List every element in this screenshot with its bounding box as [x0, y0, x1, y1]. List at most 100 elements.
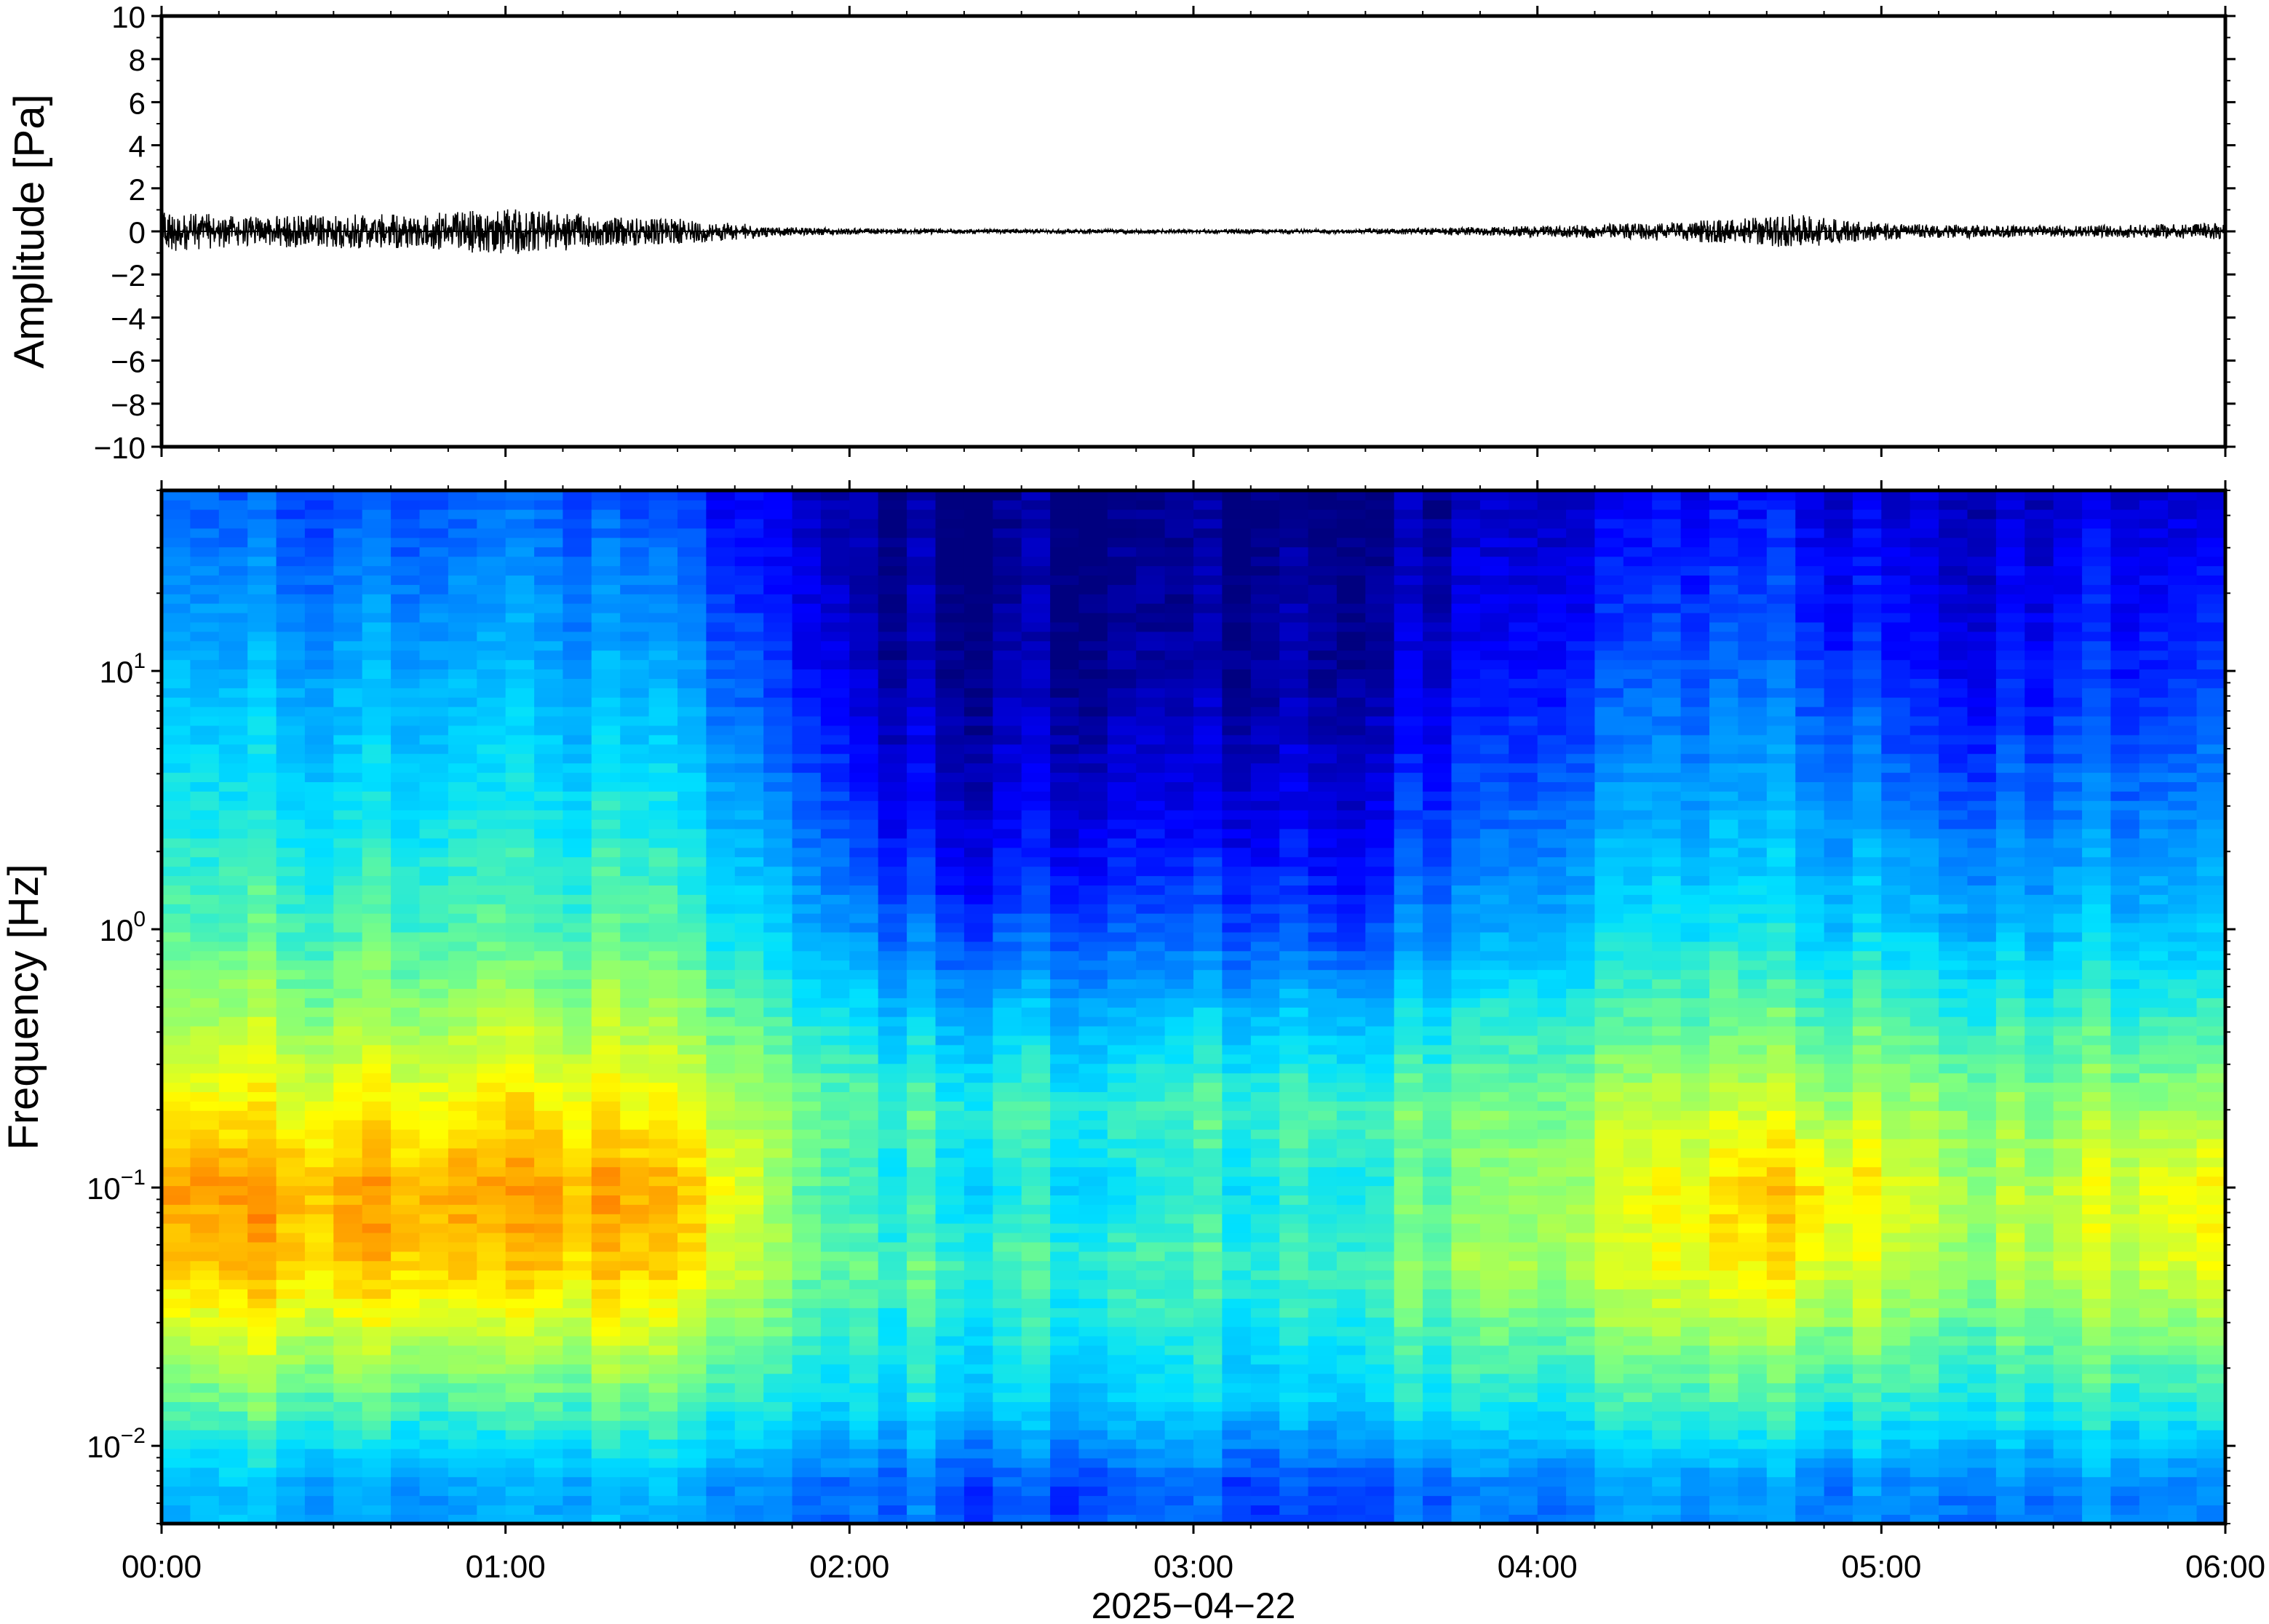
spectrogram-cell	[1164, 565, 1194, 576]
spectrogram-cell	[276, 809, 306, 820]
spectrogram-cell	[1107, 1054, 1137, 1064]
spectrogram-cell	[792, 1101, 822, 1111]
spectrogram-cell	[1336, 1467, 1367, 1478]
spectrogram-cell	[1279, 875, 1309, 885]
spectrogram-cell	[993, 1214, 1022, 1224]
spectrogram-cell	[620, 1382, 650, 1393]
spectrogram-cell	[563, 1166, 592, 1177]
spectrogram-cell	[849, 960, 879, 971]
spectrogram-cell	[591, 1364, 621, 1374]
spectrogram-cell	[1164, 1232, 1194, 1243]
spectrogram-cell	[1308, 1307, 1338, 1318]
spectrogram-cell	[648, 894, 678, 904]
spectrogram-cell	[391, 1251, 421, 1262]
spectrogram-cell	[993, 1007, 1022, 1017]
spectrogram-cell	[734, 1063, 764, 1074]
spectrogram-cell	[1193, 753, 1223, 764]
spectrogram-cell	[1365, 1232, 1395, 1243]
spectrogram-cell	[878, 1204, 907, 1214]
spectrogram-cell	[935, 1101, 965, 1111]
spectrogram-cell	[505, 1411, 535, 1421]
spectrogram-cell	[1336, 847, 1367, 858]
spectrogram-cell	[1078, 669, 1108, 679]
spectrogram-cell	[448, 1457, 478, 1468]
spectrogram-cell	[1050, 998, 1080, 1008]
spectrogram-cell	[162, 1138, 191, 1149]
spectrogram-cell	[1279, 1467, 1309, 1478]
spectrogram-cell	[477, 565, 506, 576]
spectrogram-cell	[648, 1054, 678, 1064]
spectrogram-cell	[1164, 528, 1194, 538]
spectrogram-cell	[333, 1241, 363, 1252]
spectrogram-cell	[247, 1110, 277, 1121]
spectrogram-cell	[706, 1467, 736, 1478]
spectrogram-cell	[333, 518, 363, 529]
spectrogram-cell	[591, 575, 621, 585]
spectrogram-cell	[620, 1110, 650, 1121]
spectrogram-cell	[1222, 809, 1252, 820]
spectrogram-cell	[1050, 1270, 1080, 1281]
spectrogram-cell	[1222, 1420, 1252, 1430]
spectrogram-cell	[1336, 1401, 1367, 1412]
spectrogram-cell	[276, 546, 306, 557]
spectrogram-cell	[448, 1373, 478, 1384]
spectrogram-cell	[304, 875, 335, 885]
spectrogram-cell	[849, 678, 879, 688]
spectrogram-cell	[1107, 912, 1137, 923]
spectrogram-cell	[677, 518, 707, 529]
spectrogram-cell	[1193, 1185, 1223, 1195]
spectrogram-cell	[734, 1279, 764, 1290]
spectrogram-cell	[162, 1204, 191, 1214]
spectrogram-cell	[820, 1307, 851, 1318]
spectrogram-cell	[1365, 894, 1395, 904]
spectrogram-cell	[304, 1241, 335, 1252]
spectrogram-cell	[534, 1119, 564, 1130]
spectrogram-cell	[505, 1279, 535, 1290]
spectrogram-cell	[677, 584, 707, 594]
spectrogram-cell	[333, 1072, 363, 1083]
spectrogram-cell	[505, 1467, 535, 1478]
spectrogram-cell	[677, 725, 707, 736]
spectrogram-cell	[1021, 1476, 1051, 1487]
spectrogram-cell	[706, 1016, 736, 1027]
spectrogram-cell	[1107, 1091, 1137, 1102]
spectrogram-cell	[304, 640, 335, 651]
spectrogram-cell	[648, 1326, 678, 1337]
spectrogram-cell	[419, 621, 449, 632]
spectrogram-cell	[1336, 1317, 1367, 1327]
spectrogram-cell	[648, 1260, 678, 1271]
spectrogram-cell	[763, 912, 793, 923]
spectrogram-cell	[1078, 1279, 1108, 1290]
spectrogram-cell	[362, 1438, 392, 1449]
spectrogram-cell	[534, 809, 564, 820]
spectrogram-cell	[734, 950, 764, 961]
spectrogram-cell	[1021, 631, 1051, 642]
spectrogram-cell	[849, 1495, 879, 1505]
spectrogram-cell	[648, 922, 678, 933]
spectrogram-cell	[1136, 640, 1166, 651]
spectrogram-cell	[1164, 1166, 1194, 1177]
spectrogram-cell	[1365, 1007, 1395, 1017]
spectrogram-cell	[391, 885, 421, 895]
spectrogram-cell	[1308, 1241, 1338, 1252]
spectrogram-cell	[1365, 979, 1395, 989]
spectrogram-cell	[391, 875, 421, 885]
spectrogram-cell	[963, 912, 994, 923]
spectrogram-cell	[706, 678, 736, 688]
spectrogram-cell	[706, 734, 736, 745]
spectrogram-cell	[419, 856, 449, 867]
spectrogram-cell	[563, 866, 592, 877]
spectrogram-cell	[820, 612, 851, 623]
spectrogram-cell	[734, 1157, 764, 1168]
spectrogram-cell	[907, 556, 937, 567]
spectrogram-cell	[792, 528, 822, 538]
spectrogram-cell	[276, 1307, 306, 1318]
spectrogram-cell	[792, 556, 822, 567]
spectrogram-cell	[1365, 499, 1395, 510]
spectrogram-cell	[907, 1354, 937, 1365]
spectrogram-cell	[218, 1411, 248, 1421]
spectrogram-cell	[276, 960, 306, 971]
spectrogram-cell	[362, 791, 392, 801]
spectrogram-cell	[1222, 1063, 1252, 1074]
spectrogram-cell	[1136, 1072, 1166, 1083]
